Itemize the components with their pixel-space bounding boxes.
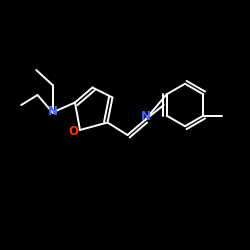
Text: N: N <box>48 105 58 118</box>
Text: O: O <box>68 125 78 138</box>
Text: N: N <box>141 110 151 123</box>
